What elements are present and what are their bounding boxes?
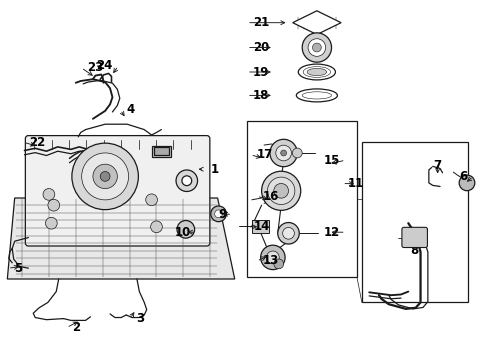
Circle shape [100, 171, 110, 181]
Text: 21: 21 [252, 16, 268, 29]
Circle shape [273, 259, 283, 269]
Text: 11: 11 [347, 177, 364, 190]
Circle shape [81, 153, 128, 200]
Circle shape [269, 139, 297, 167]
Text: 12: 12 [323, 226, 339, 239]
Text: 15: 15 [323, 154, 339, 167]
Text: 18: 18 [252, 89, 268, 102]
Circle shape [273, 184, 288, 198]
Circle shape [72, 143, 138, 210]
Circle shape [43, 189, 55, 200]
Circle shape [267, 177, 294, 204]
Circle shape [182, 176, 191, 186]
Circle shape [48, 199, 60, 211]
Circle shape [307, 39, 325, 56]
Text: 6: 6 [458, 170, 467, 183]
Circle shape [177, 221, 194, 238]
Text: 2: 2 [72, 321, 81, 334]
Text: 24: 24 [96, 59, 112, 72]
Ellipse shape [306, 68, 326, 76]
Text: 23: 23 [87, 61, 103, 74]
Bar [246, 121, 356, 277]
FancyBboxPatch shape [401, 227, 427, 248]
Circle shape [260, 245, 285, 270]
Circle shape [145, 194, 157, 206]
Text: 10: 10 [174, 226, 190, 239]
Circle shape [312, 43, 321, 52]
Ellipse shape [296, 89, 337, 102]
Text: 16: 16 [262, 190, 278, 203]
FancyBboxPatch shape [25, 136, 209, 246]
Ellipse shape [303, 67, 330, 77]
Circle shape [261, 171, 300, 210]
Ellipse shape [302, 92, 331, 99]
Ellipse shape [298, 64, 335, 80]
Circle shape [45, 217, 57, 229]
Circle shape [277, 222, 299, 244]
Circle shape [280, 150, 286, 156]
Text: 22: 22 [29, 136, 45, 149]
Circle shape [292, 148, 302, 158]
Bar [251, 220, 269, 233]
Polygon shape [292, 11, 341, 35]
Circle shape [282, 228, 294, 239]
Text: 7: 7 [433, 159, 441, 172]
Text: 20: 20 [252, 41, 268, 54]
Text: 17: 17 [256, 148, 272, 161]
Text: 8: 8 [410, 244, 418, 257]
Circle shape [150, 221, 162, 233]
Circle shape [275, 145, 291, 161]
Text: 14: 14 [253, 220, 269, 233]
Circle shape [302, 33, 331, 62]
Text: 4: 4 [126, 103, 134, 116]
Bar [361, 142, 468, 302]
Circle shape [176, 170, 197, 192]
Circle shape [214, 210, 222, 218]
Bar [154, 147, 168, 155]
Circle shape [458, 175, 474, 191]
Circle shape [210, 206, 226, 222]
Circle shape [266, 251, 279, 264]
Text: 9: 9 [218, 208, 226, 221]
Circle shape [93, 164, 117, 189]
Text: 3: 3 [136, 312, 144, 325]
Text: 1: 1 [210, 163, 218, 176]
Bar [151, 146, 171, 157]
Polygon shape [7, 198, 234, 279]
Text: 13: 13 [262, 255, 278, 267]
Text: 5: 5 [14, 262, 22, 275]
Text: 19: 19 [252, 66, 268, 78]
